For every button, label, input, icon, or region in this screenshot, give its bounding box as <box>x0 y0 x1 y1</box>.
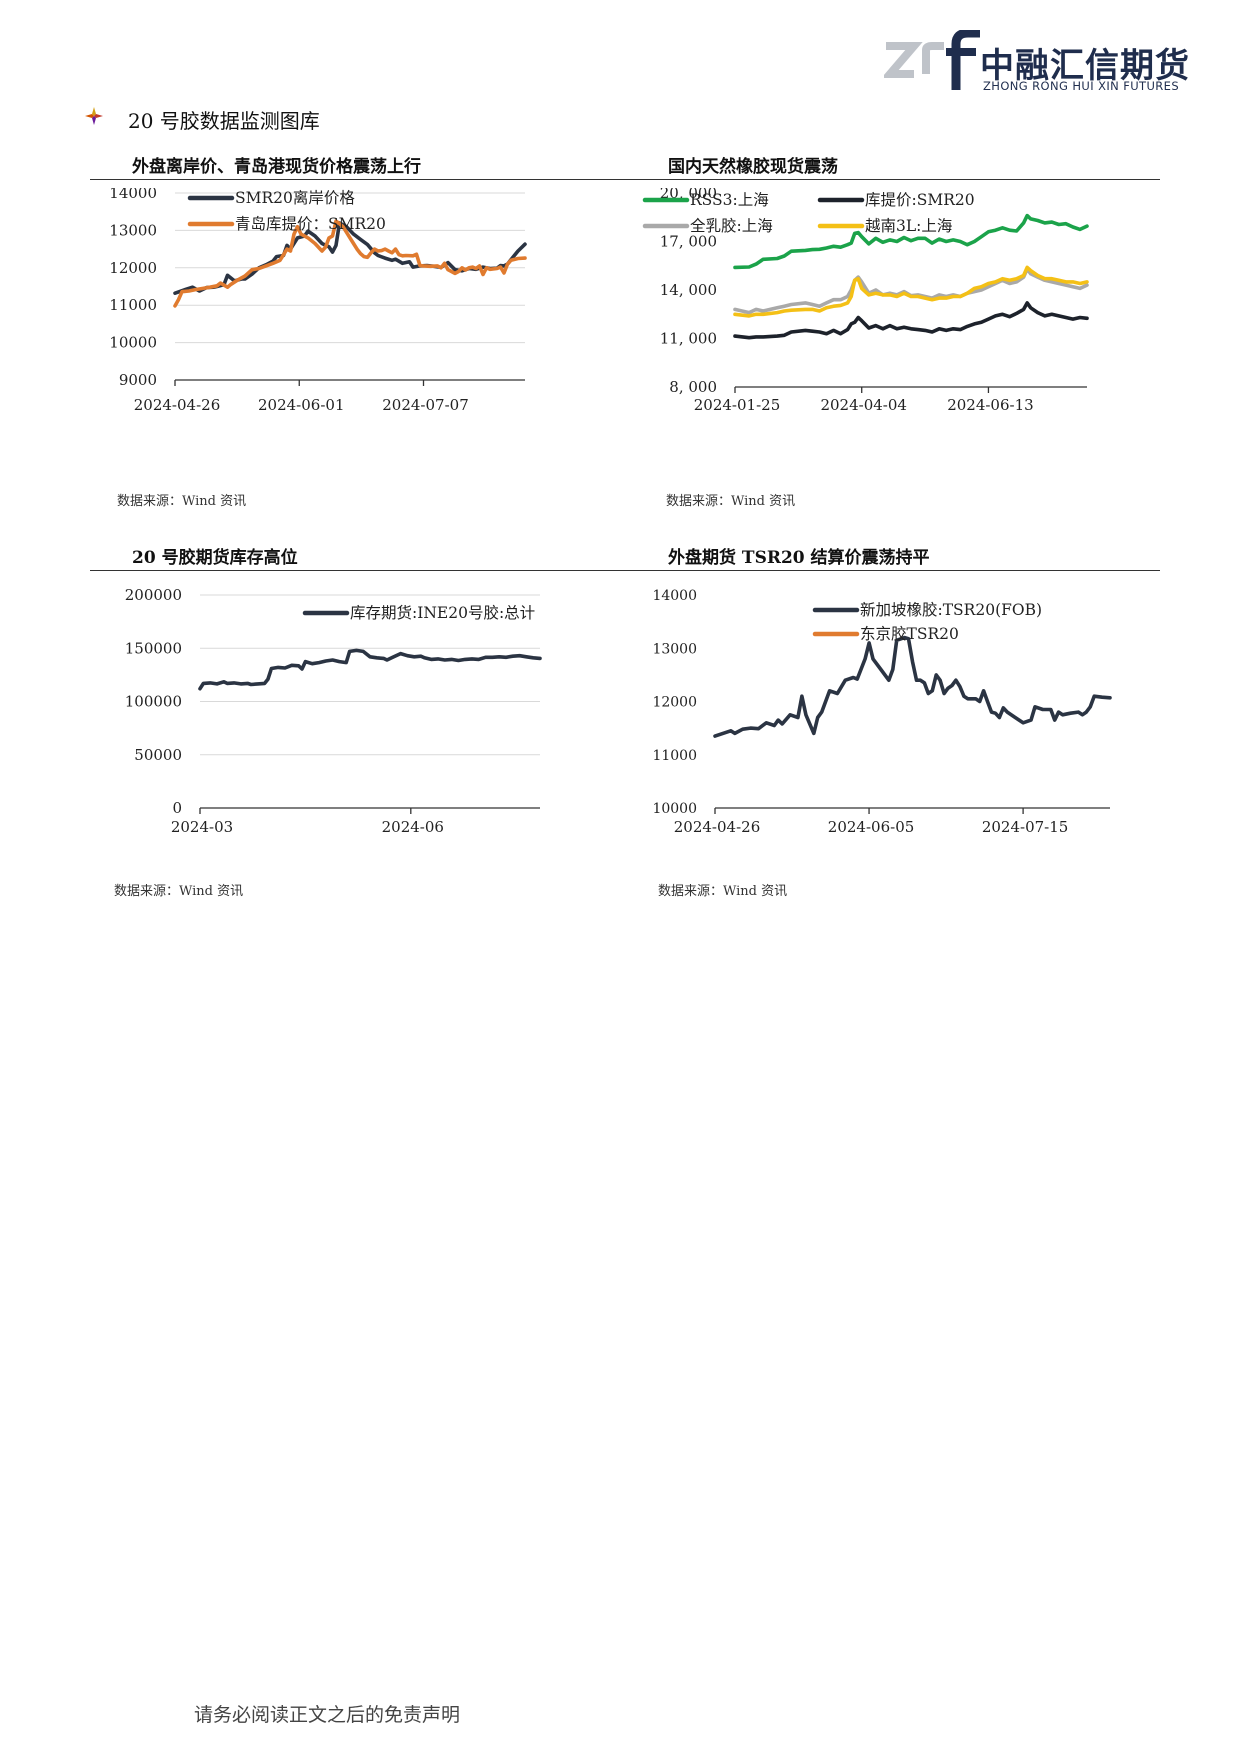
x-tick-label: 2024-06-13 <box>947 396 1033 414</box>
chart-title-4: 外盘期货 TSR20 结算价震荡持平 <box>668 548 930 568</box>
chart-title-3: 20 号胶期货库存高位 <box>132 548 298 568</box>
series-line-3 <box>733 267 1089 315</box>
y-tick-label: 11000 <box>652 748 697 764</box>
legend-label: 东京胶TSR20 <box>860 625 959 643</box>
series-line-1 <box>713 635 1112 738</box>
legend-label: 新加坡橡胶:TSR20(FOB) <box>860 601 1042 619</box>
series-line-1 <box>733 213 1089 270</box>
company-logo-en: ZHONG RONG HUI XIN FUTURES <box>983 79 1180 93</box>
chart-title-2: 国内天然橡胶现货震荡 <box>668 157 838 177</box>
y-tick-label: 50000 <box>134 746 182 764</box>
x-tick-label: 2024-06 <box>382 818 444 836</box>
y-tick-label: 14000 <box>652 588 697 604</box>
x-tick-label: 2024-06-01 <box>258 396 344 414</box>
x-tick-label: 2024-04-26 <box>674 818 760 836</box>
diamond-bullet-icon <box>85 107 103 125</box>
company-logo-mark <box>884 30 980 90</box>
series-line-2 <box>733 301 1089 340</box>
source-note-1: 数据来源：Wind 资讯 <box>117 494 247 509</box>
legend-label: 库提价:SMR20 <box>865 191 975 209</box>
x-tick-label: 2024-07-07 <box>382 396 468 414</box>
y-tick-label: 10000 <box>109 334 157 352</box>
source-note-3: 数据来源：Wind 资讯 <box>114 884 244 899</box>
y-tick-label: 14000 <box>109 188 157 202</box>
company-logo-cn: 中融汇信期货 <box>980 46 1190 86</box>
y-tick-label: 9000 <box>119 371 157 389</box>
y-tick-label: 10000 <box>652 801 697 817</box>
legend-label: 库存期货:INE20号胶:总计 <box>350 604 535 622</box>
row-divider-2 <box>90 570 1160 571</box>
y-tick-label: 13000 <box>652 641 697 657</box>
series-line-1 <box>198 648 542 691</box>
row-divider-1 <box>90 179 1160 180</box>
y-tick-label: 12000 <box>109 259 157 277</box>
y-tick-label: 200000 <box>125 586 182 604</box>
legend-label: 越南3L:上海 <box>865 217 952 235</box>
y-tick-label: 13000 <box>109 221 157 239</box>
y-tick-label: 100000 <box>125 693 182 711</box>
x-tick-label: 2024-04-04 <box>820 396 906 414</box>
x-tick-label: 2024-03 <box>171 818 233 836</box>
y-tick-label: 11000 <box>109 296 157 314</box>
y-tick-label: 11, 000 <box>660 330 717 348</box>
series-line-2 <box>173 219 527 308</box>
source-note-4: 数据来源：Wind 资讯 <box>658 884 788 899</box>
y-tick-label: 150000 <box>125 639 182 657</box>
y-tick-label: 8, 000 <box>669 378 717 396</box>
legend-label: 全乳胶:上海 <box>690 217 773 235</box>
x-tick-label: 2024-07-15 <box>982 818 1068 836</box>
x-tick-label: 2024-01-25 <box>694 396 780 414</box>
chart-offshore-qingdao-price: 14000 13000 12000 11000 10000 9000 2024-04-26 2… <box>109 188 527 414</box>
legend-label: SMR20离岸价格 <box>235 189 355 207</box>
legend-label: RSS3:上海 <box>690 191 769 209</box>
x-tick-label: 2024-06-05 <box>828 818 914 836</box>
y-tick-label: 12000 <box>652 695 697 711</box>
y-tick-label: 17, 000 <box>660 233 717 251</box>
source-note-2: 数据来源：Wind 资讯 <box>666 494 796 509</box>
disclaimer-footer: 请务必阅读正文之后的免责声明 <box>194 1704 461 1726</box>
x-tick-label: 2024-04-26 <box>134 396 220 414</box>
y-tick-label: 0 <box>172 799 182 817</box>
section-title: 20 号胶数据监测图库 <box>128 109 320 133</box>
series-line-1 <box>173 221 527 295</box>
series-line-4 <box>733 265 1089 318</box>
y-tick-label: 14, 000 <box>660 281 717 299</box>
chart-title-1: 外盘离岸价、青岛港现货价格震荡上行 <box>132 157 421 177</box>
legend-label: 青岛库提价：SMR20 <box>235 215 386 233</box>
